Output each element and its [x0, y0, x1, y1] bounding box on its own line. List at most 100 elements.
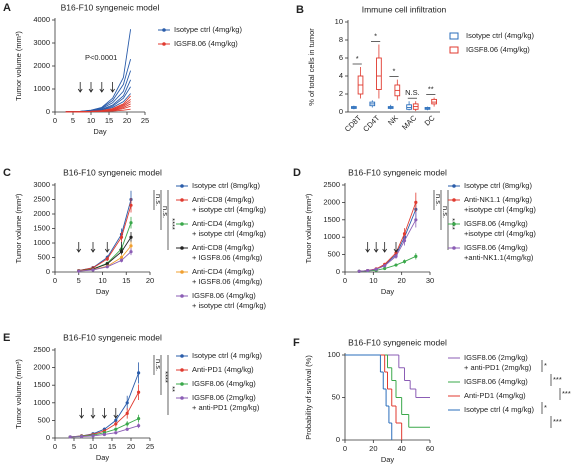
- y-tick-label: 2: [339, 89, 343, 98]
- x-tick-label: MAC: [400, 113, 419, 132]
- data-point: [137, 390, 141, 394]
- dosing-arrow: [365, 242, 370, 253]
- y-tick-label: 2500: [33, 345, 50, 354]
- data-point: [357, 269, 361, 273]
- x-tick-label: 5: [72, 442, 76, 451]
- data-point: [402, 259, 407, 264]
- legend-label: Isotype ctrl (4 mg/kg): [464, 405, 535, 414]
- legend-label: Isotype ctrl (8mg/kg): [464, 181, 532, 190]
- y-tick-label: 500: [37, 415, 50, 424]
- data-point: [402, 239, 407, 243]
- y-tick-label: 6: [339, 53, 343, 62]
- y-tick-label: 10: [335, 17, 343, 26]
- legend-label: + isotype ctrl (4mg/kg): [192, 301, 266, 310]
- x-tick-label: 20: [127, 442, 135, 451]
- data-point: [125, 401, 129, 405]
- chart-title: B16-F10 syngeneic model: [348, 337, 447, 347]
- data-point: [129, 203, 133, 207]
- legend-label: + anti-PD1 (2mg/kg): [192, 403, 260, 412]
- y-tick-label: 1000: [33, 238, 50, 247]
- data-point: [105, 257, 109, 261]
- legend-label: +isotype ctrl (4mg/kg): [464, 229, 536, 238]
- x-axis-label: Day: [93, 127, 107, 136]
- annotation: ***: [562, 389, 571, 398]
- series-line: [359, 202, 417, 272]
- significance: *: [374, 31, 377, 40]
- data-point: [114, 422, 118, 426]
- legend-swatch: [449, 46, 459, 54]
- data-point: [394, 251, 398, 255]
- data-point: [414, 218, 418, 222]
- x-tick-label: 10: [369, 276, 377, 285]
- legend-marker: [452, 184, 456, 188]
- y-tick-label: 0: [46, 267, 50, 276]
- y-tick-label: 1000: [33, 398, 50, 407]
- panel-label: E: [3, 332, 10, 344]
- legend-label: Isotype ctrl (4mg/kg): [174, 25, 242, 34]
- legend-marker: [180, 246, 184, 250]
- x-tick-label: 30: [426, 276, 434, 285]
- y-tick-label: 3000: [33, 180, 50, 189]
- y-tick-label: 1000: [33, 84, 50, 93]
- y-tick-label: 2000: [33, 363, 50, 372]
- annotation: n.s.: [154, 194, 163, 206]
- dosing-arrow: [373, 242, 379, 253]
- x-tick-label: 20: [369, 444, 377, 453]
- legend-swatch: [449, 32, 459, 40]
- legend-marker: [180, 270, 184, 274]
- x-tick-label: DC: [423, 113, 437, 127]
- chart-title: B16-F10 syngeneic model: [61, 2, 160, 12]
- data-point: [125, 427, 129, 431]
- legend-marker: [180, 354, 184, 358]
- data-point: [383, 264, 387, 268]
- panel-label: B: [296, 4, 304, 16]
- annotation: *: [544, 361, 547, 370]
- dosing-arrow: [393, 242, 399, 253]
- y-axis-label: Tumor volume (mm³): [14, 193, 23, 263]
- series-line: [65, 29, 132, 113]
- y-tick-label: 1500: [323, 215, 340, 224]
- x-tick-label: 0: [53, 116, 57, 125]
- y-tick-label: 2000: [33, 61, 50, 70]
- panel-label: A: [3, 2, 11, 14]
- x-tick-label: 0: [53, 276, 57, 285]
- dosing-arrow: [90, 408, 96, 419]
- x-tick-label: 15: [122, 276, 130, 285]
- data-point: [383, 266, 387, 271]
- data-point: [414, 200, 418, 204]
- data-point: [114, 418, 118, 422]
- legend-label: Anti-PD1 (4mg/kg): [192, 365, 254, 374]
- x-tick-label: 60: [426, 444, 434, 453]
- data-point: [129, 250, 133, 254]
- dosing-arrow: [99, 82, 105, 93]
- data-point: [137, 424, 141, 428]
- significance: *: [356, 54, 359, 63]
- dosing-arrow: [119, 242, 124, 253]
- legend-label: IGSF8.06 (4mg/kg): [192, 291, 256, 300]
- data-point: [394, 263, 398, 267]
- x-tick-label: 15: [108, 442, 116, 451]
- y-tick-label: 2500: [323, 180, 340, 189]
- series-line: [78, 236, 132, 272]
- panel-label: F: [293, 337, 300, 349]
- data-point: [129, 221, 133, 225]
- y-axis-label: % of total cells in tumor: [307, 28, 316, 106]
- data-point: [129, 244, 133, 248]
- data-point: [80, 434, 84, 439]
- data-point: [366, 269, 370, 273]
- annotation: n.s.: [441, 206, 450, 218]
- legend-label: Anti-PD1 (4mg/kg): [464, 391, 526, 400]
- legend-label: Anti-CD8 (4mg/kg): [192, 195, 255, 204]
- data-point: [102, 432, 106, 437]
- data-point: [91, 268, 95, 272]
- y-tick-label: 0: [46, 433, 50, 442]
- data-point: [374, 267, 378, 271]
- legend-label: IGSF8.06 (4mg/kg): [192, 379, 256, 388]
- data-point: [129, 235, 133, 239]
- annotation: n.s.: [434, 194, 443, 206]
- legend-marker: [452, 198, 456, 202]
- chart-title: B16-F10 syngeneic model: [348, 167, 447, 177]
- y-tick-label: 0: [336, 267, 340, 276]
- dosing-arrow: [104, 242, 110, 253]
- y-tick-label: 500: [37, 252, 50, 261]
